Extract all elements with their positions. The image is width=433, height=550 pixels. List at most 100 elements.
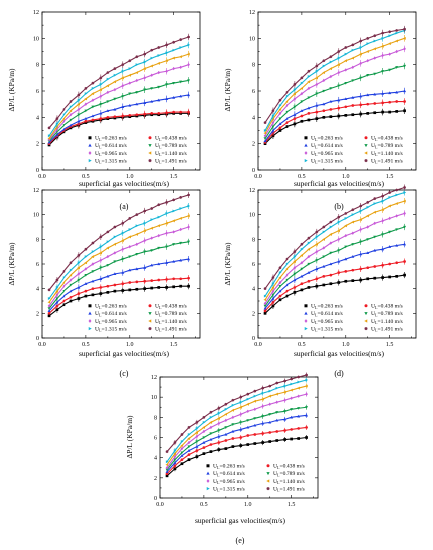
fit-line xyxy=(264,29,405,131)
data-point xyxy=(297,380,301,384)
data-point xyxy=(150,226,153,230)
data-point xyxy=(366,225,370,229)
y-tick-label: 4 xyxy=(154,456,157,462)
data-point xyxy=(179,38,182,42)
data-point xyxy=(278,294,282,298)
data-point xyxy=(271,109,275,113)
y-tick-label: 12 xyxy=(249,188,255,194)
data-point xyxy=(143,209,146,213)
data-point xyxy=(268,420,272,424)
fit-line xyxy=(264,243,405,309)
data-point xyxy=(307,247,311,251)
data-point xyxy=(290,428,294,431)
data-point xyxy=(150,56,154,60)
data-point xyxy=(165,261,169,264)
legend-marker xyxy=(304,311,308,315)
data-point xyxy=(195,455,199,459)
data-point xyxy=(278,126,282,130)
data-point xyxy=(69,299,73,303)
data-point xyxy=(395,261,399,265)
data-point xyxy=(106,100,110,104)
y-tick-label: 0 xyxy=(36,168,39,174)
data-point xyxy=(337,106,341,110)
data-point xyxy=(47,288,51,292)
fit-line xyxy=(166,414,307,473)
data-point xyxy=(366,42,370,46)
data-point xyxy=(202,425,206,429)
legend-label: UL=1.315 m/s xyxy=(95,326,127,332)
data-point xyxy=(351,268,355,272)
data-point xyxy=(106,254,110,259)
data-point xyxy=(293,88,297,92)
data-point xyxy=(121,231,125,235)
data-point xyxy=(322,59,326,63)
legend-label: UL=1.315 m/s xyxy=(311,326,343,332)
data-point xyxy=(395,28,398,32)
fit-line xyxy=(264,200,405,301)
data-point xyxy=(165,286,168,289)
data-point xyxy=(293,260,297,264)
x-axis-title: superficial gas velocities(m/s) xyxy=(79,349,169,358)
data-point xyxy=(121,247,125,251)
data-point xyxy=(113,97,117,101)
data-point xyxy=(99,111,103,115)
data-point xyxy=(99,251,102,255)
data-point xyxy=(187,453,191,456)
data-point xyxy=(165,463,169,467)
data-point xyxy=(366,50,369,53)
data-point xyxy=(359,204,362,208)
series-0.614 xyxy=(47,255,191,313)
data-point xyxy=(381,219,384,223)
legend-marker xyxy=(304,304,308,308)
data-point xyxy=(55,300,59,304)
data-point xyxy=(305,392,308,396)
data-point xyxy=(179,258,183,262)
data-point xyxy=(172,96,176,99)
data-point xyxy=(366,200,370,204)
data-point xyxy=(322,109,326,113)
data-point xyxy=(351,104,355,107)
data-point xyxy=(91,105,95,109)
series-1.491 xyxy=(47,191,190,292)
data-point xyxy=(337,259,341,263)
y-tick-label: 6 xyxy=(36,262,39,268)
x-tick-label: 0.0 xyxy=(254,174,262,180)
data-point xyxy=(135,232,138,236)
x-axis-title: superficial gas velocities(m/s) xyxy=(294,179,384,188)
data-point xyxy=(113,107,117,111)
data-point xyxy=(329,225,333,229)
data-point xyxy=(293,113,297,116)
data-point xyxy=(246,392,250,396)
data-point xyxy=(373,47,376,51)
fit-line xyxy=(48,94,189,143)
data-point xyxy=(275,392,278,396)
data-point xyxy=(135,63,139,67)
data-point xyxy=(62,113,66,117)
data-point xyxy=(91,250,95,254)
data-point xyxy=(113,225,117,229)
data-point xyxy=(47,138,51,142)
data-point xyxy=(307,86,311,91)
legend-marker xyxy=(88,326,92,331)
data-point xyxy=(285,267,289,271)
data-point xyxy=(47,311,51,315)
data-point xyxy=(300,247,304,251)
data-point xyxy=(285,262,289,266)
data-point xyxy=(157,70,161,75)
data-point xyxy=(366,214,369,218)
data-point xyxy=(84,273,88,277)
fit-line xyxy=(166,385,307,466)
data-point xyxy=(351,48,355,52)
data-point xyxy=(187,425,191,429)
data-point xyxy=(187,62,190,67)
data-point xyxy=(293,286,297,289)
data-point xyxy=(173,458,177,462)
legend-label: UL=1.315 m/s xyxy=(95,158,127,164)
series-1.140 xyxy=(263,198,406,302)
fit-line xyxy=(48,205,189,299)
data-point xyxy=(351,255,355,258)
data-point xyxy=(263,129,267,132)
data-point xyxy=(217,434,221,438)
data-point xyxy=(337,229,340,233)
data-point xyxy=(55,117,59,121)
